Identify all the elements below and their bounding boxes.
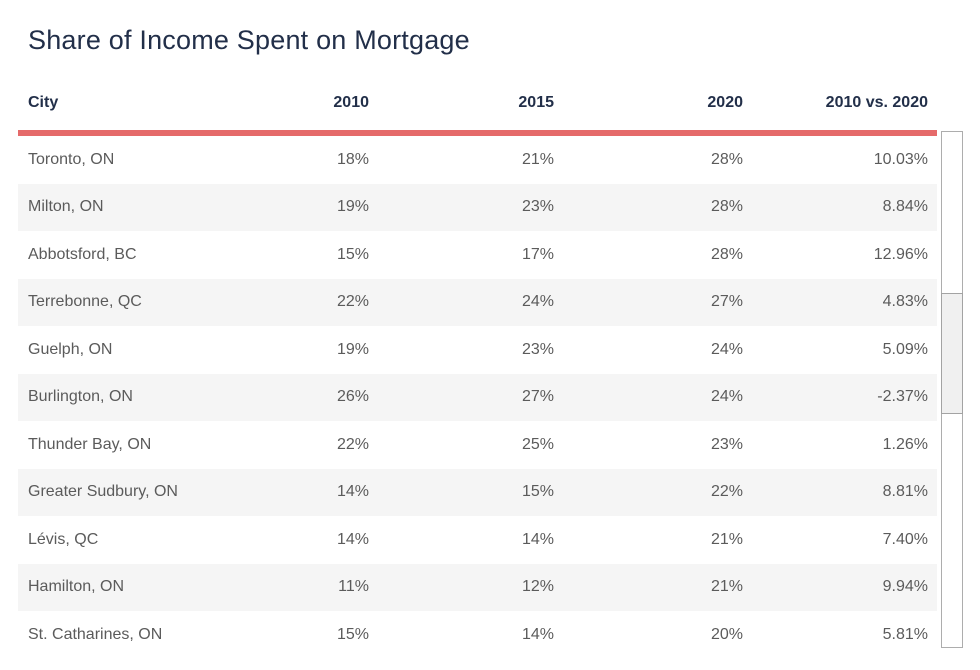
cell-2010-vs-2020: 9.94% — [882, 578, 928, 596]
cell-city: Guelph, ON — [28, 340, 113, 358]
cell-2010-vs-2020: 4.83% — [882, 293, 928, 311]
cell-2015: 21% — [521, 150, 554, 168]
cell-2010-vs-2020: 5.81% — [882, 625, 928, 643]
scrollbar-thumb[interactable] — [941, 293, 963, 414]
cell-2015: 12% — [521, 578, 554, 596]
cell-2010: 15% — [336, 625, 369, 643]
cell-2010-vs-2020: -2.37% — [877, 388, 928, 406]
table-body: Toronto, ON 18% 21% 28% 10.03% Milton, O… — [18, 136, 937, 648]
cell-city: Burlington, ON — [28, 388, 133, 406]
column-header-city: City — [28, 94, 59, 111]
column-header-2010-vs-2020: 2010 vs. 2020 — [825, 94, 928, 111]
cell-2020: 28% — [710, 245, 743, 263]
cell-2020: 20% — [710, 625, 743, 643]
cell-2010: 22% — [336, 435, 369, 453]
cell-2015: 14% — [521, 625, 554, 643]
cell-2010: 22% — [336, 293, 369, 311]
cell-2010-vs-2020: 1.26% — [882, 435, 928, 453]
cell-2015: 23% — [521, 340, 554, 358]
cell-city: Hamilton, ON — [28, 578, 125, 596]
cell-2010-vs-2020: 12.96% — [873, 245, 928, 263]
cell-2010: 15% — [336, 245, 369, 263]
cell-2010: 26% — [336, 388, 369, 406]
table-row: Greater Sudbury, ON 14% 15% 22% 8.81% — [18, 468, 937, 516]
table-row: St. Catharines, ON 15% 14% 20% 5.81% — [18, 611, 937, 648]
cell-2020: 27% — [710, 293, 743, 311]
table-row: Abbotsford, BC 15% 17% 28% 12.96% — [18, 231, 937, 279]
cell-2020: 24% — [710, 340, 743, 358]
cell-2020: 24% — [710, 388, 743, 406]
table-row: Lévis, QC 14% 14% 21% 7.40% — [18, 516, 937, 564]
cell-city: Greater Sudbury, ON — [28, 483, 178, 501]
table-row: Hamilton, ON 11% 12% 21% 9.94% — [18, 563, 937, 611]
cell-2020: 22% — [710, 483, 743, 501]
table-header: City 2010 2015 2020 2010 vs. 2020 — [18, 84, 937, 122]
cell-2010: 19% — [336, 198, 369, 216]
cell-2015: 17% — [521, 245, 554, 263]
cell-2020: 21% — [710, 578, 743, 596]
column-header-2010: 2010 — [333, 94, 369, 111]
vertical-scrollbar[interactable] — [941, 131, 963, 648]
cell-2010: 11% — [338, 578, 369, 596]
header-accent-rule — [18, 130, 937, 136]
cell-2010-vs-2020: 7.40% — [882, 530, 928, 548]
cell-2020: 28% — [710, 150, 743, 168]
cell-2015: 27% — [521, 388, 554, 406]
cell-2015: 25% — [521, 435, 554, 453]
page-title: Share of Income Spent on Mortgage — [28, 25, 470, 55]
cell-2010: 19% — [336, 340, 369, 358]
cell-2015: 15% — [521, 483, 554, 501]
table-row: Terrebonne, QC 22% 24% 27% 4.83% — [18, 278, 937, 326]
table-row: Burlington, ON 26% 27% 24% -2.37% — [18, 373, 937, 421]
cell-2010-vs-2020: 10.03% — [873, 150, 928, 168]
cell-2010-vs-2020: 5.09% — [882, 340, 928, 358]
cell-2020: 23% — [710, 435, 743, 453]
cell-2020: 21% — [710, 530, 743, 548]
cell-city: Lévis, QC — [28, 530, 99, 548]
cell-2010: 14% — [336, 483, 369, 501]
cell-city: Toronto, ON — [28, 150, 115, 168]
table-row: Milton, ON 19% 23% 28% 8.84% — [18, 183, 937, 231]
column-header-2020: 2020 — [707, 94, 743, 111]
cell-2015: 24% — [521, 293, 554, 311]
cell-city: Abbotsford, BC — [28, 245, 137, 263]
table-row: Guelph, ON 19% 23% 24% 5.09% — [18, 326, 937, 374]
table-row: Toronto, ON 18% 21% 28% 10.03% — [18, 136, 937, 184]
cell-2015: 23% — [521, 198, 554, 216]
cell-2015: 14% — [521, 530, 554, 548]
cell-2010: 14% — [336, 530, 369, 548]
cell-city: Milton, ON — [28, 198, 104, 216]
cell-city: Thunder Bay, ON — [28, 435, 152, 453]
cell-2010-vs-2020: 8.81% — [882, 483, 928, 501]
cell-2020: 28% — [710, 198, 743, 216]
table-row: Thunder Bay, ON 22% 25% 23% 1.26% — [18, 421, 937, 469]
cell-city: St. Catharines, ON — [28, 625, 163, 643]
cell-2010: 18% — [336, 150, 369, 168]
cell-2010-vs-2020: 8.84% — [882, 198, 928, 216]
column-header-2015: 2015 — [518, 94, 554, 111]
cell-city: Terrebonne, QC — [28, 293, 142, 311]
